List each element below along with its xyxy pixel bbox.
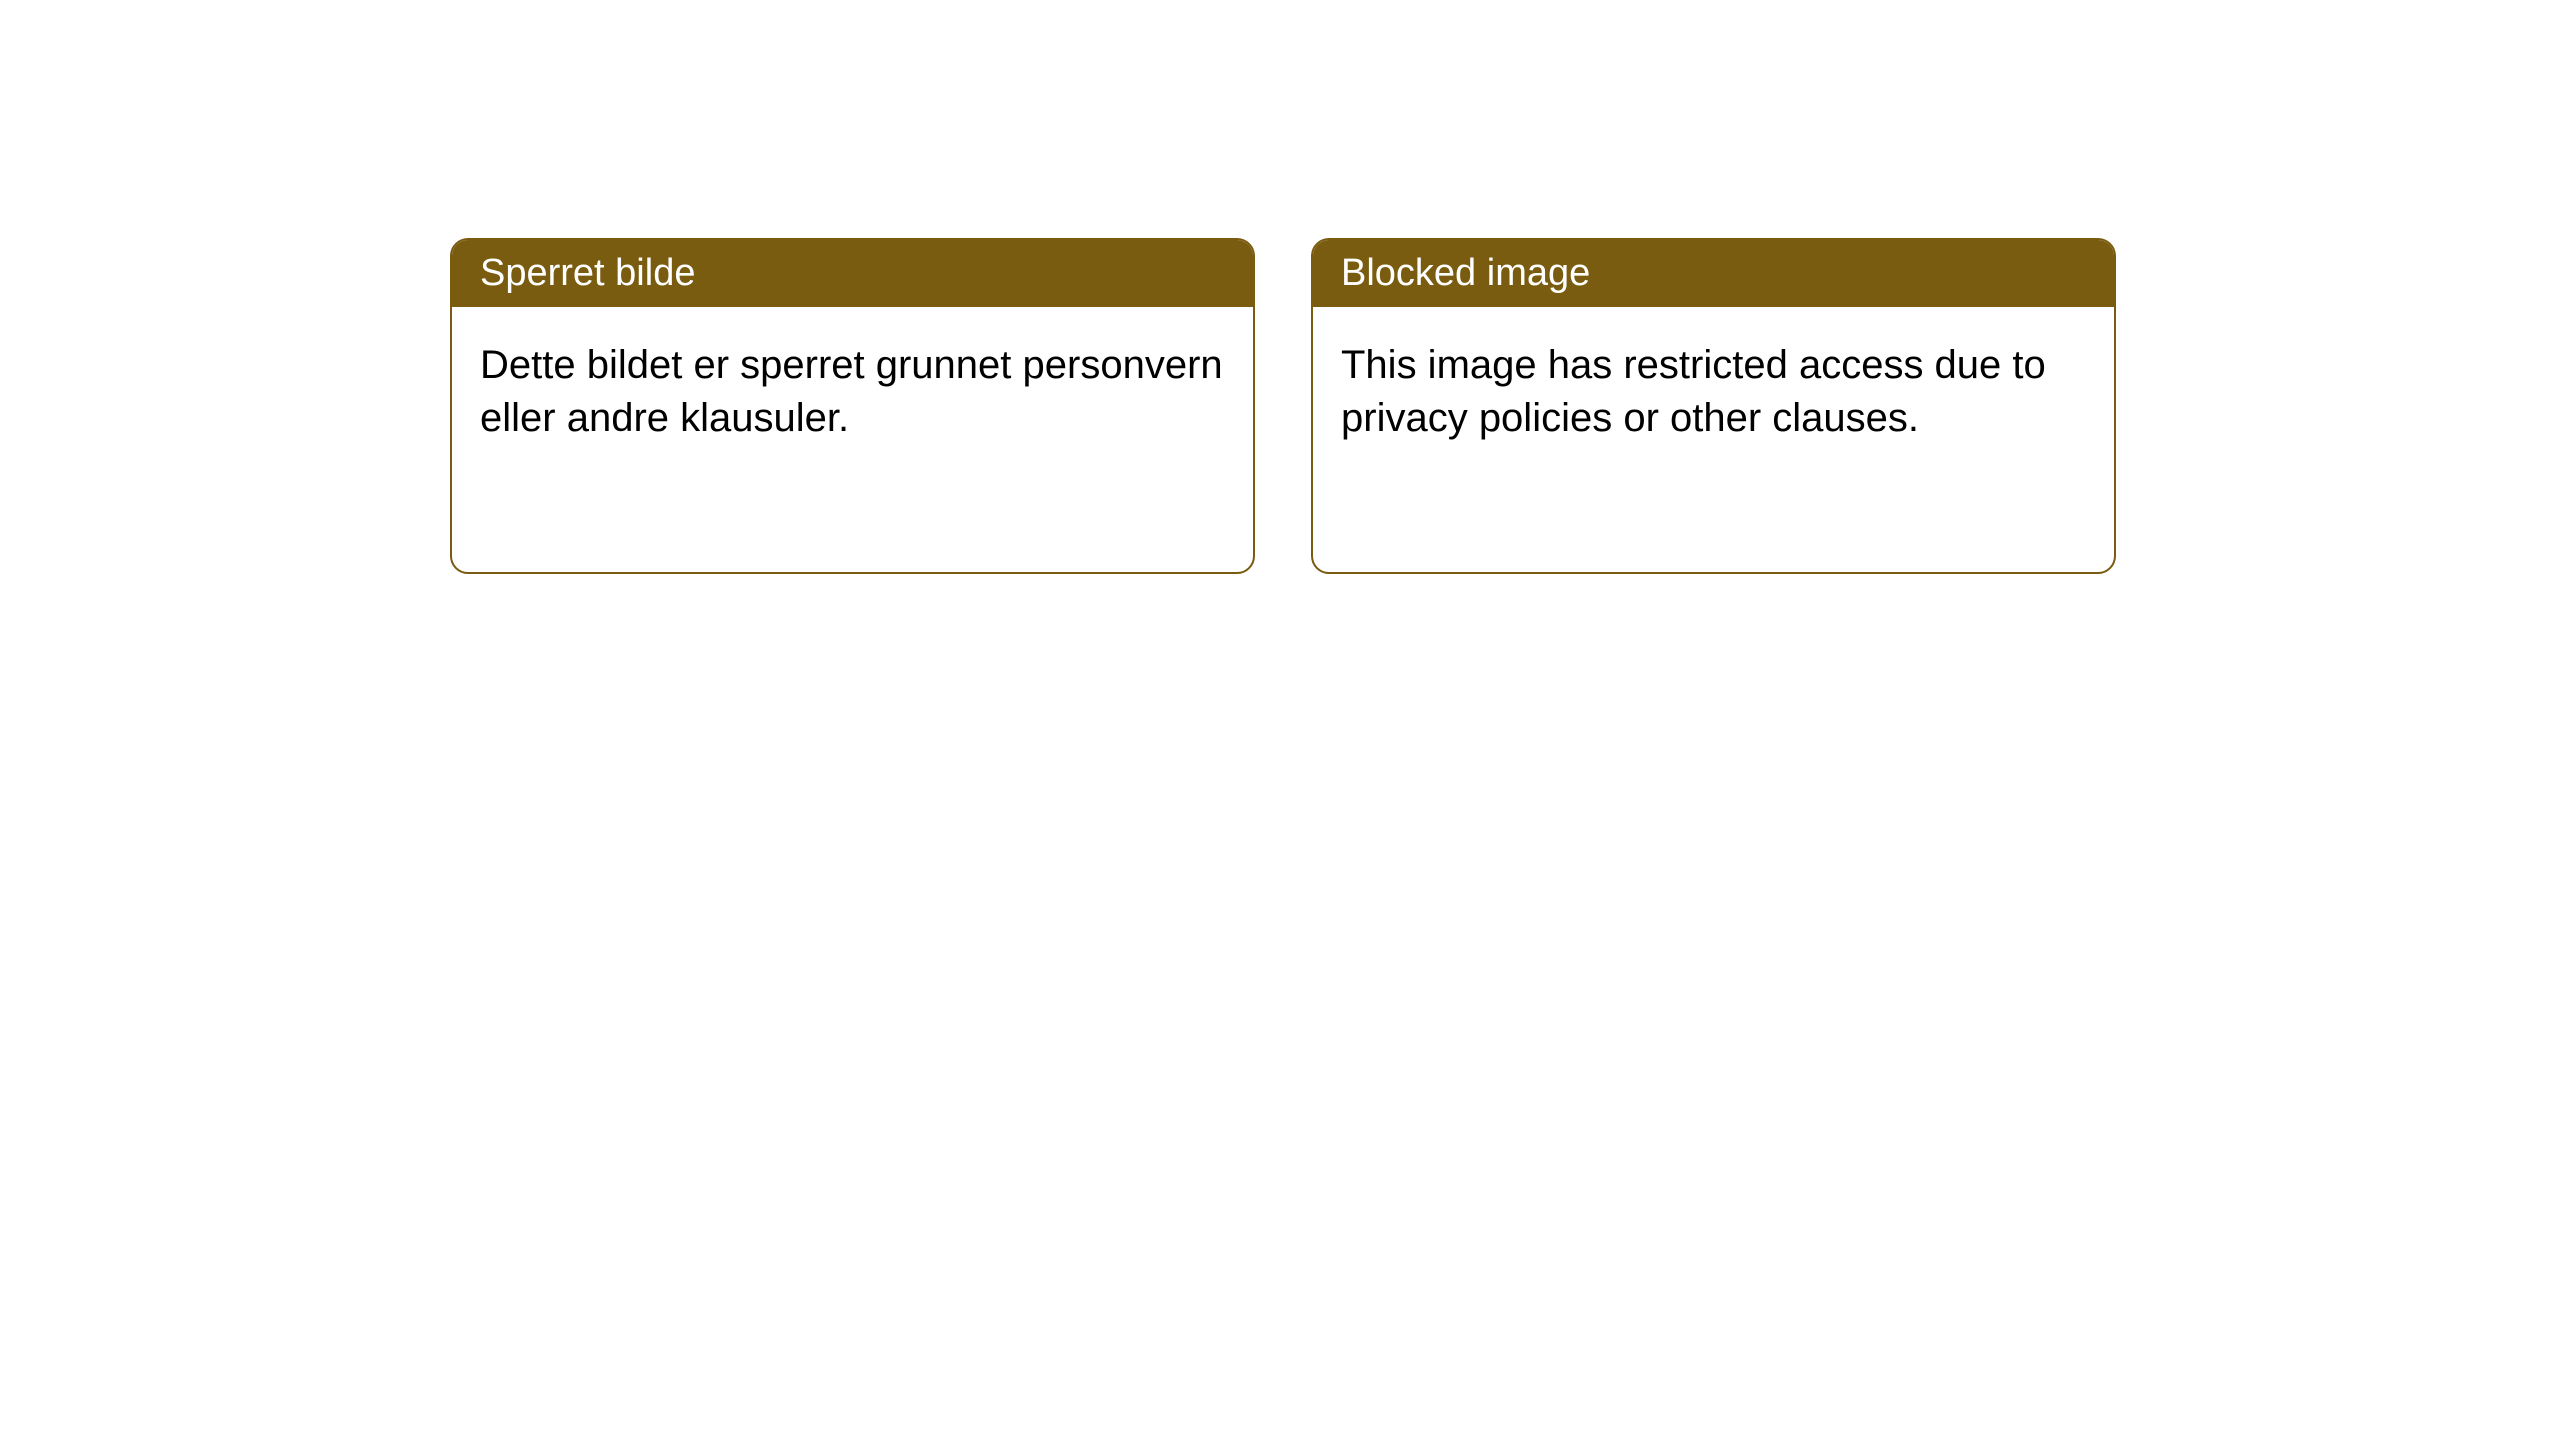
notice-body: Dette bildet er sperret grunnet personve…: [452, 307, 1253, 477]
notice-container: Sperret bilde Dette bildet er sperret gr…: [450, 238, 2116, 574]
notice-header: Blocked image: [1313, 240, 2114, 307]
notice-card-norwegian: Sperret bilde Dette bildet er sperret gr…: [450, 238, 1255, 574]
notice-card-english: Blocked image This image has restricted …: [1311, 238, 2116, 574]
notice-header: Sperret bilde: [452, 240, 1253, 307]
notice-body: This image has restricted access due to …: [1313, 307, 2114, 477]
